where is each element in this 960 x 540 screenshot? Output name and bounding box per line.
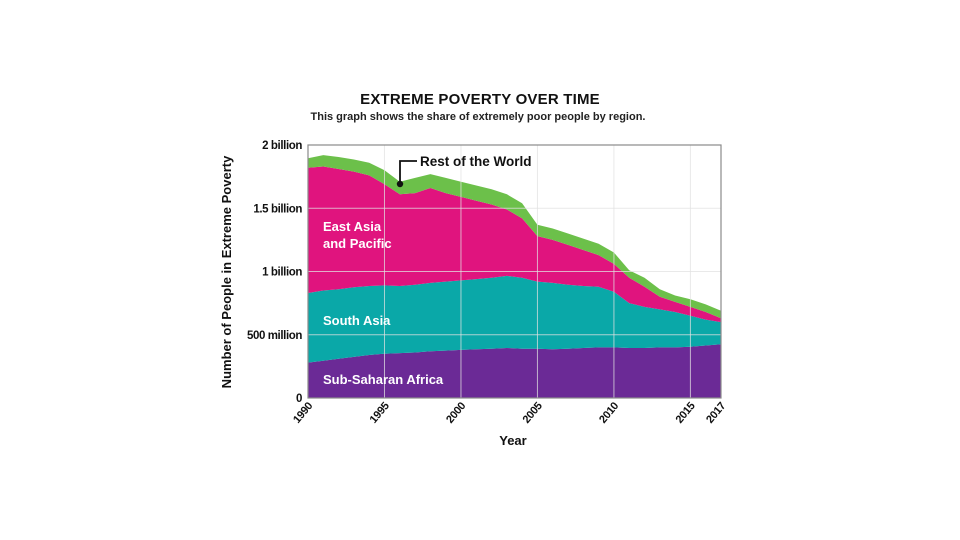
area-sub-saharan-africa <box>308 344 721 398</box>
chart-subtitle: This graph shows the share of extremely … <box>310 111 646 123</box>
area-south-asia <box>308 275 721 363</box>
area-east-asia-pacific <box>308 166 721 323</box>
callout-dot <box>396 180 404 188</box>
x-tick-label: 1990 <box>291 400 315 426</box>
y-tick-label: 0 <box>296 393 302 405</box>
plot-frame <box>307 144 722 399</box>
label-sub-saharan-africa: Sub-Saharan Africa <box>323 372 444 387</box>
y-axis-ticks: 0 500 million 1 billion 1.5 billion 2 billio… <box>247 140 303 405</box>
y-tick-label: 1 billion <box>262 267 302 279</box>
label-east-asia-line2: and Pacific <box>323 236 392 251</box>
area-layers <box>308 155 721 398</box>
x-tick-label: 2005 <box>521 400 545 426</box>
x-tick-label: 2015 <box>674 400 698 426</box>
x-axis-ticks: 1990 1995 2000 2005 2010 2015 2017 <box>291 400 728 426</box>
y-tick-label: 2 billion <box>262 140 302 152</box>
x-tick-label: 2010 <box>597 400 621 426</box>
x-tick-label: 2000 <box>444 400 468 426</box>
y-axis-title: Number of People in Extreme Poverty <box>219 155 234 388</box>
rest-of-world-callout: Rest of the World <box>396 154 532 188</box>
x-axis-title: Year <box>499 433 526 448</box>
x-tick-label: 1995 <box>368 400 392 426</box>
label-south-asia: South Asia <box>323 313 391 328</box>
callout-rest-of-world: Rest of the World <box>420 154 532 169</box>
area-rest-of-world <box>308 155 721 319</box>
x-tick-label: 2017 <box>704 400 728 426</box>
y-tick-label: 500 million <box>247 330 302 342</box>
label-east-asia: East Asia <box>323 219 382 234</box>
gridlines <box>308 145 721 398</box>
callout-leader-line <box>399 160 417 184</box>
chart-title: EXTREME POVERTY OVER TIME <box>360 91 600 108</box>
y-tick-label: 1.5 billion <box>253 203 302 215</box>
